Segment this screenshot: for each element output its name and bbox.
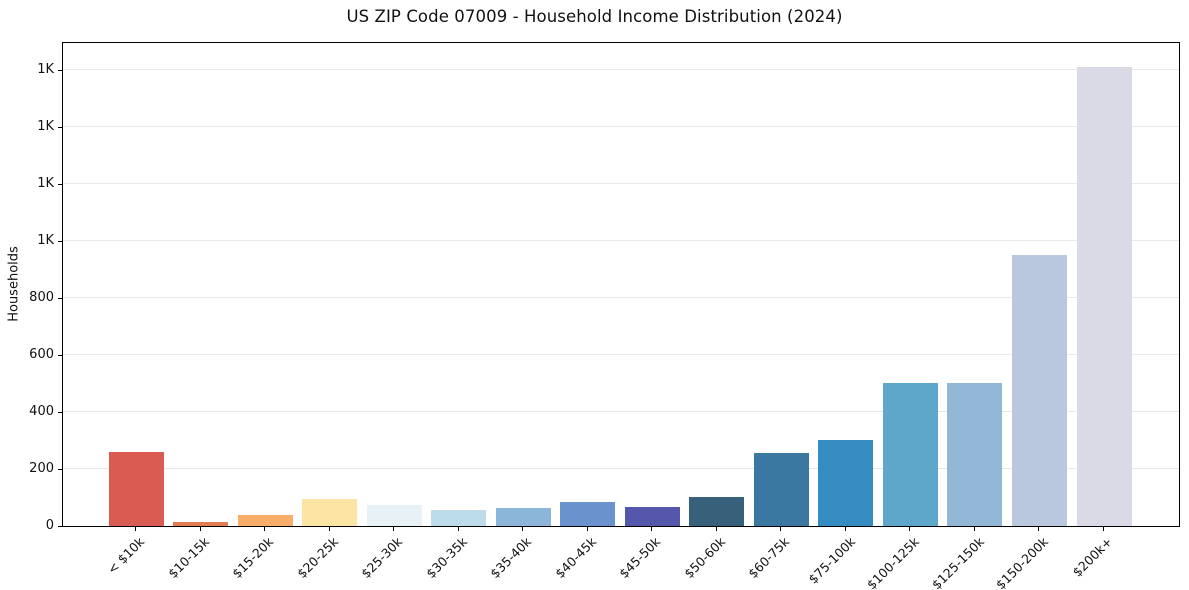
gridline	[63, 126, 1179, 127]
y-tick-mark	[58, 127, 62, 128]
gridline	[63, 468, 1179, 469]
y-tick-label: 200	[29, 461, 54, 476]
gridline	[63, 69, 1179, 70]
x-tick-mark	[522, 527, 523, 531]
bar-10-15k	[173, 522, 228, 526]
bar-10k	[109, 452, 164, 526]
x-tick-mark	[1038, 527, 1039, 531]
bar-100-125k	[883, 383, 938, 526]
x-tick-mark	[716, 527, 717, 531]
x-tick-mark	[458, 527, 459, 531]
y-tick-label: 1K	[37, 62, 54, 77]
x-tick-label: $200k+	[1069, 534, 1116, 580]
gridline	[63, 183, 1179, 184]
y-axis-label: Households	[6, 246, 22, 322]
x-tick-label: $25-30k	[358, 534, 406, 582]
y-tick-label: 400	[29, 404, 54, 419]
x-tick-label: < $10k	[104, 534, 148, 577]
x-tick-mark	[135, 527, 136, 531]
plot-area	[62, 42, 1180, 527]
x-tick-label: $35-40k	[487, 534, 535, 582]
y-tick-mark	[58, 469, 62, 470]
x-tick-label: $15-20k	[229, 534, 277, 582]
y-tick-label: 1K	[37, 176, 54, 191]
y-tick-mark	[58, 184, 62, 185]
y-tick-label: 0	[45, 518, 54, 533]
y-tick-mark	[58, 70, 62, 71]
x-tick-label: $20-25k	[294, 534, 342, 582]
x-tick-mark	[587, 527, 588, 531]
bar-25-30k	[367, 505, 422, 526]
x-tick-mark	[651, 527, 652, 531]
x-tick-label: $45-50k	[616, 534, 664, 582]
bar-200k	[1077, 67, 1132, 526]
x-tick-label: $60-75k	[745, 534, 793, 582]
y-tick-mark	[58, 298, 62, 299]
x-tick-label: $100-125k	[863, 534, 922, 590]
bar-20-25k	[302, 499, 357, 526]
gridline	[63, 297, 1179, 298]
y-tick-mark	[58, 355, 62, 356]
x-tick-mark	[264, 527, 265, 531]
x-tick-mark	[974, 527, 975, 531]
gridline	[63, 354, 1179, 355]
y-tick-mark	[58, 241, 62, 242]
x-tick-label: $125-150k	[928, 534, 987, 590]
bar-15-20k	[238, 515, 293, 526]
x-tick-label: $150-200k	[992, 534, 1051, 590]
x-tick-label: $30-35k	[423, 534, 471, 582]
x-tick-mark	[845, 527, 846, 531]
y-tick-label: 1K	[37, 119, 54, 134]
bar-45-50k	[625, 507, 680, 526]
gridline	[63, 240, 1179, 241]
bar-150-200k	[1012, 255, 1067, 526]
x-tick-label: $75-100k	[804, 534, 858, 587]
x-tick-label: $40-45k	[552, 534, 600, 582]
x-tick-mark	[200, 527, 201, 531]
y-tick-label: 1K	[37, 233, 54, 248]
bar-35-40k	[496, 508, 551, 526]
x-tick-label: $50-60k	[681, 534, 729, 582]
x-tick-mark	[393, 527, 394, 531]
bar-60-75k	[754, 453, 809, 526]
chart-title: US ZIP Code 07009 - Household Income Dis…	[346, 7, 843, 26]
x-tick-label: $10-15k	[165, 534, 213, 582]
gridline	[63, 411, 1179, 412]
y-tick-label: 800	[29, 290, 54, 305]
y-tick-mark	[58, 412, 62, 413]
bar-125-150k	[947, 383, 1002, 526]
y-tick-mark	[58, 526, 62, 527]
bar-40-45k	[560, 502, 615, 526]
x-tick-mark	[329, 527, 330, 531]
x-tick-mark	[1103, 527, 1104, 531]
bar-50-60k	[689, 497, 744, 526]
x-tick-mark	[780, 527, 781, 531]
bar-75-100k	[818, 440, 873, 526]
x-tick-mark	[909, 527, 910, 531]
bar-30-35k	[431, 510, 486, 526]
y-tick-label: 600	[29, 347, 54, 362]
